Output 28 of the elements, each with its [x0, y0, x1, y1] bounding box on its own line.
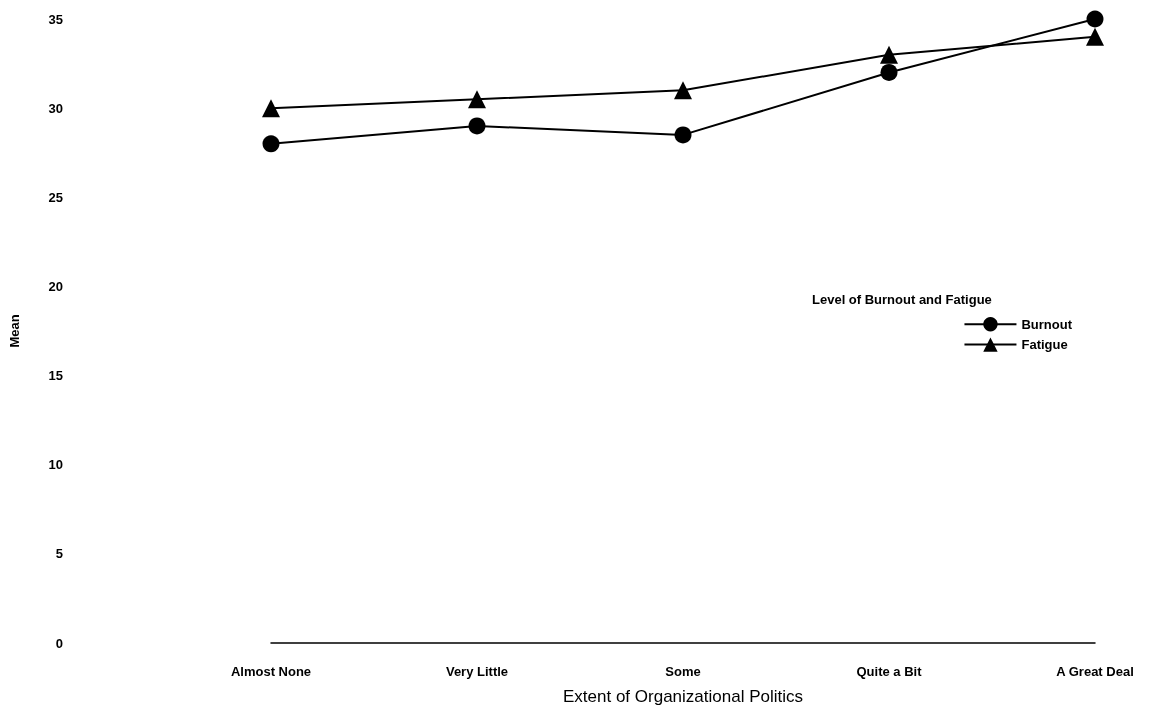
y-tick-label: 5	[55, 546, 63, 562]
y-axis-title: Mean	[7, 314, 22, 348]
y-tick-label: 0	[55, 635, 63, 651]
point	[262, 99, 280, 118]
point	[674, 81, 692, 100]
y-tick-label: 35	[48, 11, 63, 27]
x-axis-title: Extent of Organizational Politics	[562, 687, 804, 706]
y-tick-label: 20	[48, 278, 63, 294]
y-tick-label: 15	[48, 368, 63, 384]
y-tick-label: 30	[48, 100, 63, 116]
point	[880, 45, 898, 64]
y-tick-label: 25	[48, 189, 63, 205]
y-tick-label: 10	[48, 457, 63, 473]
x-tick-label: Almost None	[230, 664, 312, 679]
point	[468, 117, 486, 135]
point	[262, 135, 280, 153]
legend-title: Level of Burnout and Fatigue	[812, 292, 992, 307]
legend-label: Burnout	[1021, 316, 1073, 332]
point	[674, 126, 692, 144]
x-tick-label: A Great Deal	[1056, 664, 1134, 679]
x-tick-label: Quite a Bit	[856, 664, 923, 679]
x-tick-label: Very Little	[445, 664, 509, 679]
legend-label: Fatigue	[1021, 337, 1068, 353]
point	[1086, 27, 1104, 46]
point	[880, 63, 898, 81]
point	[468, 90, 486, 109]
point	[1086, 10, 1104, 28]
x-tick-label: Some	[665, 664, 701, 679]
